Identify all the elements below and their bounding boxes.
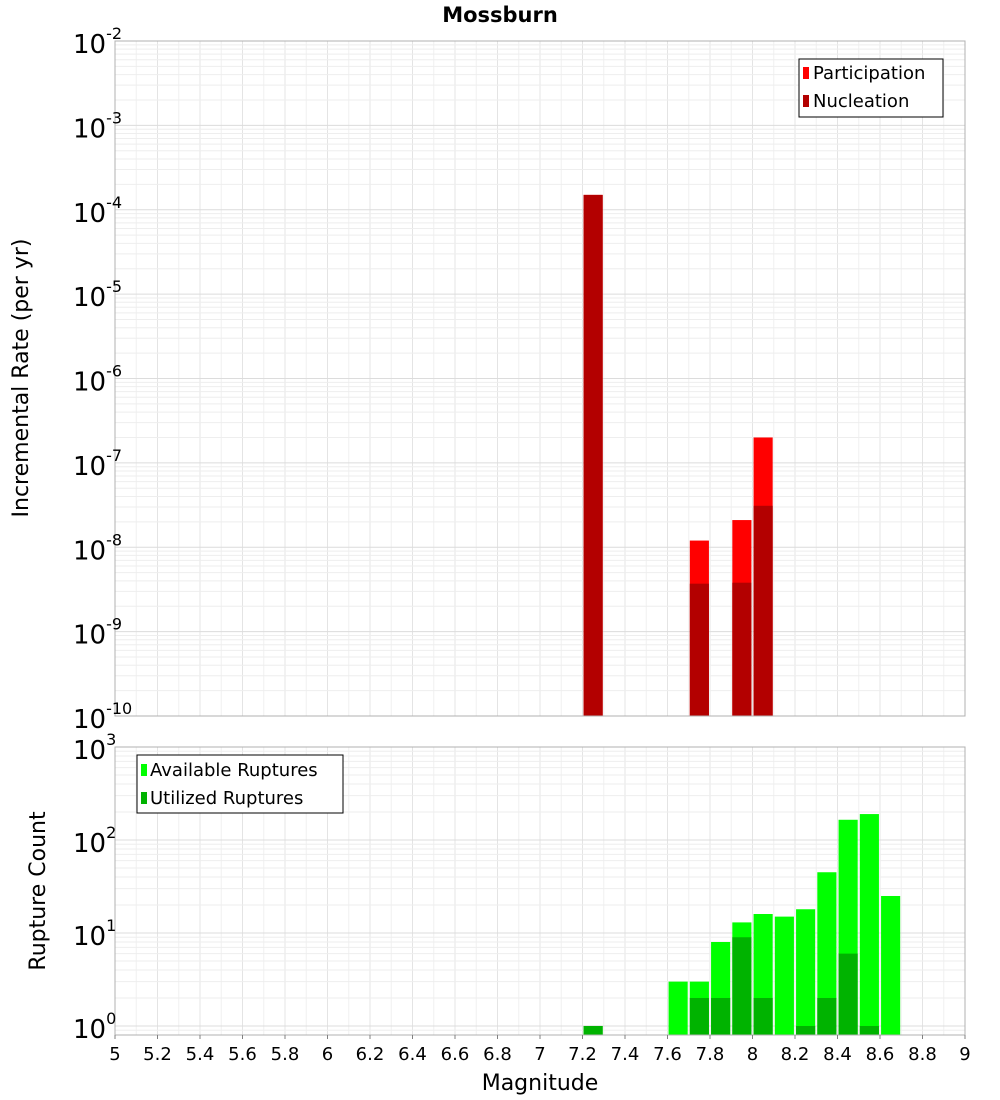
top-legend: Participation Nucleation bbox=[798, 58, 944, 118]
top-legend-box bbox=[798, 58, 944, 118]
x-tick-label: 5.8 bbox=[271, 1044, 300, 1065]
top-panel: 10-210-310-410-510-610-710-810-910-10 In… bbox=[9, 24, 966, 735]
y-tick-label: 10-10 bbox=[73, 699, 132, 735]
x-tick-label: 5 bbox=[109, 1044, 120, 1065]
legend-swatch-participation bbox=[803, 67, 809, 79]
y-tick-label: 101 bbox=[73, 916, 116, 952]
bottom-y-axis-label: Rupture Count bbox=[26, 811, 51, 971]
legend-swatch-utilized bbox=[141, 792, 147, 804]
count-bar-primary bbox=[881, 895, 901, 1035]
x-tick-label: 6.6 bbox=[441, 1044, 470, 1065]
count-bar-primary bbox=[817, 872, 837, 1035]
count-bar-secondary bbox=[689, 997, 709, 1035]
legend-swatch-available bbox=[141, 764, 147, 776]
x-tick-label: 5.6 bbox=[228, 1044, 257, 1065]
x-tick-label: 6.4 bbox=[398, 1044, 427, 1065]
top-y-axis-label: Incremental Rate (per yr) bbox=[9, 239, 34, 518]
count-bar-secondary bbox=[796, 1025, 816, 1035]
y-tick-label: 103 bbox=[73, 730, 116, 766]
count-bar-primary bbox=[774, 916, 794, 1035]
count-bar-primary bbox=[668, 981, 688, 1035]
x-axis-label: Magnitude bbox=[482, 1071, 599, 1096]
rate-bar-secondary bbox=[689, 583, 709, 716]
legend-label-nucleation: Nucleation bbox=[813, 91, 909, 112]
count-bar-primary bbox=[796, 909, 816, 1035]
top-plot-border bbox=[114, 40, 966, 717]
legend-label-participation: Participation bbox=[813, 63, 925, 84]
rate-bar-secondary bbox=[583, 194, 603, 716]
x-tick-label: 7 bbox=[534, 1044, 545, 1065]
x-tick-label: 8.8 bbox=[908, 1044, 937, 1065]
bottom-y-tick-labels: 103 102 101 100 bbox=[73, 730, 116, 1045]
x-tick-label: 7.2 bbox=[568, 1044, 597, 1065]
x-tick-labels: 5 5.2 5.4 5.6 5.8 6 6.2 6.4 6.6 6.8 7 7.2 7.4 7.6 7.8 8… bbox=[109, 1035, 971, 1065]
x-tick-label: 8.6 bbox=[866, 1044, 895, 1065]
x-tick-label: 5.2 bbox=[143, 1044, 172, 1065]
rate-bar-secondary bbox=[732, 582, 752, 716]
count-bar-secondary bbox=[583, 1025, 603, 1035]
y-tick-label: 102 bbox=[73, 823, 116, 859]
bottom-bars bbox=[583, 814, 901, 1035]
bottom-legend-box bbox=[136, 754, 344, 814]
x-tick-label: 9 bbox=[959, 1044, 970, 1065]
x-tick-label: 7.8 bbox=[696, 1044, 725, 1065]
rate-bar-secondary bbox=[753, 505, 773, 716]
x-tick-label: 8.4 bbox=[823, 1044, 852, 1065]
x-tick-label: 8.2 bbox=[781, 1044, 810, 1065]
count-bar-secondary bbox=[838, 953, 858, 1035]
count-bar-secondary bbox=[817, 997, 837, 1035]
x-tick-label: 7.4 bbox=[611, 1044, 640, 1065]
bottom-panel: 103 102 101 100 5 5.2 5.4 5.6 5.8 6 6.2 6.4 6.6 6.8 7… bbox=[26, 730, 971, 1096]
count-bar-secondary bbox=[753, 997, 773, 1035]
bottom-legend: Available Ruptures Utilized Ruptures bbox=[136, 754, 344, 814]
legend-label-available: Available Ruptures bbox=[150, 760, 318, 781]
top-bars bbox=[583, 194, 773, 716]
x-tick-label: 6.2 bbox=[356, 1044, 385, 1065]
legend-label-utilized: Utilized Ruptures bbox=[150, 788, 303, 809]
count-bar-primary bbox=[859, 814, 879, 1035]
x-tick-label: 6 bbox=[322, 1044, 333, 1065]
count-bar-secondary bbox=[711, 997, 731, 1035]
x-tick-label: 6.8 bbox=[483, 1044, 512, 1065]
count-bar-secondary bbox=[732, 937, 752, 1035]
legend-swatch-nucleation bbox=[803, 95, 809, 107]
chart-title: Mossburn bbox=[442, 3, 558, 27]
y-tick-label: 100 bbox=[73, 1009, 116, 1045]
x-tick-label: 5.4 bbox=[186, 1044, 215, 1065]
x-tick-label: 8 bbox=[747, 1044, 758, 1065]
x-tick-label: 7.6 bbox=[653, 1044, 682, 1065]
count-bar-secondary bbox=[859, 1025, 879, 1035]
top-grid bbox=[114, 40, 966, 717]
